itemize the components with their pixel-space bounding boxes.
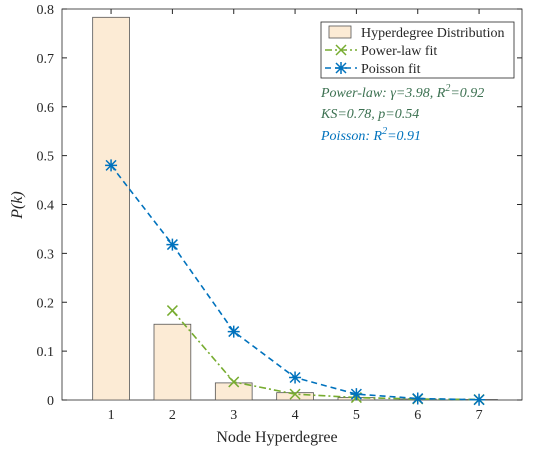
annotation-text: Poisson: R (320, 129, 383, 144)
marker (166, 305, 178, 317)
legend-label: Hyperdegree Distribution (361, 26, 504, 41)
y-tick-label: 0.8 (37, 3, 55, 18)
marker (166, 238, 179, 251)
legend-box (320, 21, 515, 79)
bar (276, 392, 314, 401)
bar (92, 16, 130, 401)
y-tick-label: 0.5 (37, 150, 55, 165)
bar (214, 382, 253, 401)
x-tick-label: 7 (476, 408, 483, 423)
annotation-text: KS=0.78, p=0.54 (320, 107, 419, 122)
legend-label: Power-law fit (361, 44, 437, 59)
marker (335, 62, 347, 74)
y-tick-label: 0.6 (37, 101, 55, 116)
annotation-sup: 2 (382, 126, 387, 137)
marker (228, 376, 240, 388)
annotation-tail: =0.91 (387, 129, 421, 144)
annotation-tail: =0.92 (450, 86, 484, 101)
marker (289, 371, 302, 384)
marker (335, 44, 347, 56)
x-tick-label: 1 (108, 408, 115, 423)
y-tick-label: 0.7 (37, 52, 55, 67)
marker (289, 388, 301, 400)
annotation-sup: 2 (445, 83, 450, 94)
x-tick-label: 2 (169, 408, 176, 423)
y-axis-label: P(k) (9, 191, 26, 220)
series-line (171, 310, 480, 401)
annotation: Poisson: R2=0.91 (320, 126, 421, 144)
x-tick-label: 6 (414, 408, 421, 423)
annotation: Power-law: γ=3.98, R2=0.92 (320, 83, 484, 101)
marker (105, 159, 118, 172)
y-tick-label: 0 (47, 394, 54, 409)
x-tick-label: 4 (292, 408, 299, 423)
x-tick-label: 3 (230, 408, 237, 423)
marker (411, 392, 424, 405)
x-axis-label: Node Hyperdegree (216, 429, 337, 446)
y-tick-label: 0.2 (37, 296, 55, 311)
x-tick-label: 5 (353, 408, 360, 423)
marker (227, 325, 240, 338)
marker (473, 393, 486, 406)
y-tick-label: 0.1 (37, 345, 55, 360)
y-tick-label: 0.3 (37, 247, 55, 262)
annotation-text: Power-law: γ=3.98, R (320, 86, 446, 101)
annotation: KS=0.78, p=0.54 (320, 107, 419, 122)
legend-swatch (328, 25, 352, 39)
marker (350, 388, 363, 401)
bar (153, 323, 192, 401)
y-tick-label: 0.4 (37, 199, 55, 214)
legend-label: Poisson fit (361, 62, 421, 77)
